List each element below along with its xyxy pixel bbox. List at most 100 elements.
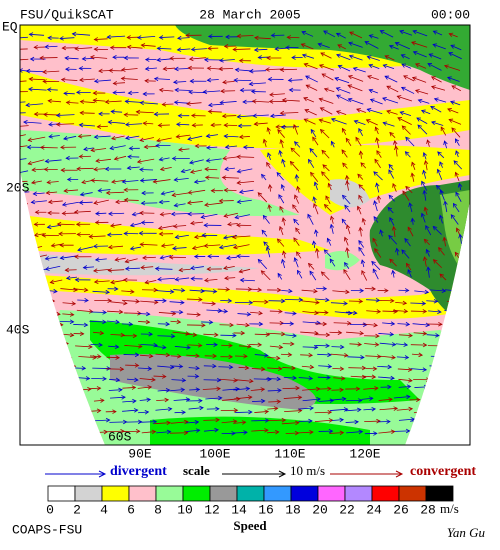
wind-arrow (292, 204, 299, 213)
wind-arrow-head (417, 124, 422, 130)
wind-arrow-head (92, 98, 98, 103)
wind-arrow-head (201, 322, 206, 328)
wind-arrow (188, 189, 206, 194)
wind-arrow (407, 269, 412, 278)
wind-arrow-head (53, 288, 58, 294)
wind-arrow-head (173, 202, 179, 208)
wind-arrow (279, 206, 284, 213)
wind-arrow-head (281, 158, 286, 164)
wind-arrow (367, 75, 379, 81)
wind-arrow-head (319, 107, 325, 112)
wind-arrow-head (190, 220, 195, 226)
wind-arrow (64, 189, 79, 192)
wind-arrow-head (200, 288, 206, 294)
wind-arrow (357, 173, 364, 180)
wind-arrow (208, 111, 222, 113)
wind-arrow-head (277, 129, 282, 134)
wind-arrow (237, 168, 253, 173)
wind-arrow (136, 111, 154, 114)
wind-arrow-head (145, 319, 151, 325)
wind-arrow (267, 152, 271, 160)
wind-arrow (314, 411, 332, 414)
wind-arrow-head (454, 299, 460, 305)
wind-arrow (222, 177, 239, 179)
wind-arrow-head (344, 261, 349, 267)
colorbar-box (47, 485, 76, 502)
wind-arrow-head (191, 245, 197, 251)
wind-arrow (257, 259, 268, 270)
wind-arrow (455, 192, 462, 202)
wind-arrow-head (203, 57, 209, 63)
wind-arrow-head (366, 108, 372, 113)
wind-arrow-head (425, 322, 431, 328)
wind-arrow (346, 247, 349, 258)
wind-arrow (281, 259, 286, 269)
wind-arrow (254, 122, 268, 125)
wind-arrow (392, 270, 395, 278)
wind-arrow (329, 432, 344, 434)
wind-arrow (378, 195, 380, 203)
wind-arrow-head (292, 311, 297, 316)
wind-arrow-head (83, 287, 89, 293)
arrow-head (98, 470, 107, 478)
wind-arrow-head (96, 354, 102, 359)
wind-arrow-head (60, 167, 65, 173)
wind-arrow-head (221, 113, 227, 119)
wind-arrow (28, 365, 42, 368)
wind-arrow (20, 268, 30, 272)
wind-arrow (169, 301, 184, 304)
colorbar-tick-label: 24 (366, 502, 382, 517)
wind-arrow (345, 421, 359, 423)
wind-arrow-head (207, 109, 213, 114)
wind-arrow-head (29, 56, 35, 62)
wind-arrow (396, 356, 409, 359)
wind-arrow (308, 159, 315, 169)
wind-arrow-head (232, 333, 237, 338)
wind-arrow (280, 112, 299, 114)
wind-arrow-head (405, 428, 411, 434)
wind-arrow-head (303, 62, 309, 68)
wind-arrow-head (437, 396, 443, 402)
wind-arrow (46, 191, 58, 194)
wind-arrow-head (438, 247, 443, 252)
wind-arrow (376, 183, 380, 193)
wind-arrow-head (63, 136, 68, 141)
wind-arrow-head (439, 189, 444, 195)
wind-arrow (267, 356, 280, 359)
wind-arrow-head (357, 173, 362, 179)
wind-arrow-head (215, 406, 220, 412)
wind-arrow-head (228, 364, 234, 370)
wind-arrow (30, 419, 44, 422)
wind-arrow (204, 244, 221, 247)
wind-arrow-head (90, 178, 96, 183)
wind-arrow (411, 173, 415, 182)
footer-right: Yan Gu (447, 525, 486, 540)
wind-arrow (413, 332, 427, 335)
wind-arrow (268, 204, 271, 212)
wind-arrow-head (33, 232, 39, 238)
wind-arrow (307, 214, 314, 225)
wind-arrow (26, 103, 44, 106)
wind-arrow (444, 140, 448, 149)
wind-arrow-head (168, 254, 174, 260)
wind-arrow (444, 201, 448, 213)
wind-arrow-head (70, 405, 75, 411)
wind-arrow-head (165, 321, 171, 327)
wind-arrow-head (69, 417, 75, 423)
wind-arrow-head (321, 73, 327, 78)
wind-arrow (108, 345, 119, 348)
wind-arrow-head (79, 397, 85, 402)
wind-arrow (397, 323, 410, 325)
wind-arrow (139, 169, 154, 171)
wind-arrow-head (358, 246, 363, 252)
wind-arrow-head (450, 44, 456, 49)
wind-arrow-head (25, 68, 31, 74)
wind-arrow-head (261, 229, 266, 235)
wind-arrow-head (265, 67, 270, 72)
wind-arrow-head (188, 89, 193, 95)
wind-arrow (301, 365, 314, 368)
wind-arrow-head (313, 203, 318, 208)
wind-arrow-head (295, 420, 300, 426)
wind-arrow-head (96, 124, 102, 129)
wind-arrow-head (33, 44, 38, 50)
